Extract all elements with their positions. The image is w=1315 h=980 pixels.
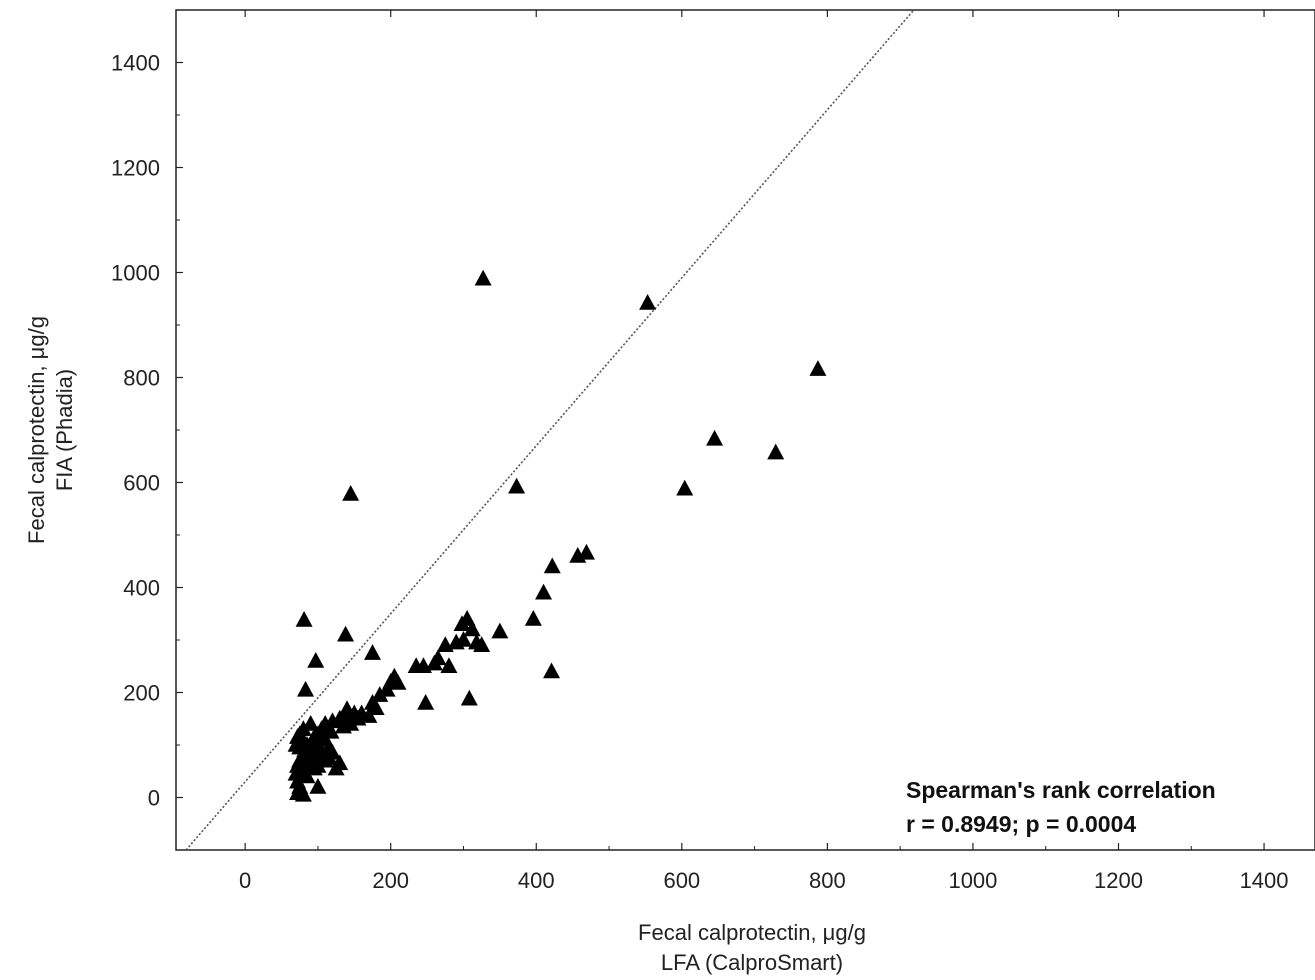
data-point xyxy=(463,620,481,637)
x-tick-label: 200 xyxy=(372,868,409,893)
x-axis: 0 200 400 600 800 1000 1200 1400 xyxy=(239,10,1289,893)
y-tick-label: 1000 xyxy=(111,261,160,286)
data-point xyxy=(300,754,318,771)
data-point xyxy=(767,443,785,460)
data-point xyxy=(414,657,432,673)
data-point xyxy=(676,479,694,496)
data-point xyxy=(425,654,443,671)
data-point xyxy=(349,709,367,726)
data-point xyxy=(297,680,315,697)
data-point xyxy=(440,657,458,673)
data-point xyxy=(543,662,561,679)
data-point xyxy=(320,749,338,765)
data-point xyxy=(535,583,553,600)
data-point xyxy=(417,694,435,710)
y-tick-label: 400 xyxy=(123,576,160,601)
data-point xyxy=(367,699,385,715)
data-point xyxy=(322,722,340,739)
y-tick-label: 0 xyxy=(148,786,160,811)
annotation-title: Spearman's rank correlation xyxy=(906,777,1216,803)
reference-line xyxy=(185,9,915,851)
y-axis: 0 200 400 600 800 1000 1200 1400 xyxy=(111,51,183,811)
data-point xyxy=(543,557,561,574)
y-axis-label-line2: FIA (Phadia) xyxy=(52,369,77,491)
data-point xyxy=(524,610,542,626)
data-point xyxy=(809,360,827,376)
data-point xyxy=(473,636,491,652)
data-point xyxy=(342,715,360,731)
x-tick-label: 1200 xyxy=(1094,868,1143,893)
data-point xyxy=(360,707,378,723)
data-point xyxy=(295,611,313,627)
data-point xyxy=(338,700,356,717)
data-point xyxy=(447,633,465,650)
data-point xyxy=(569,547,587,563)
data-point xyxy=(508,477,526,494)
data-point xyxy=(331,754,349,771)
y-tick-label: 1200 xyxy=(111,156,160,181)
data-point xyxy=(453,615,471,631)
y-tick-label: 200 xyxy=(123,681,160,706)
data-point xyxy=(309,778,327,794)
data-point xyxy=(307,652,325,668)
data-points xyxy=(287,269,827,802)
x-axis-label-line1: Fecal calprotectin, μg/g xyxy=(638,920,866,945)
data-point xyxy=(460,689,478,706)
x-tick-label: 600 xyxy=(663,868,700,893)
data-point xyxy=(294,785,312,802)
x-tick-label: 0 xyxy=(239,868,251,893)
data-point xyxy=(706,429,724,446)
x-tick-label: 800 xyxy=(809,868,846,893)
data-point xyxy=(293,762,311,778)
y-tick-label: 800 xyxy=(123,366,160,391)
data-point xyxy=(337,625,355,642)
data-point xyxy=(491,622,509,639)
data-point xyxy=(310,738,328,755)
y-axis-label-line1: Fecal calprotectin, μg/g xyxy=(24,316,49,544)
data-point xyxy=(436,636,454,652)
data-point xyxy=(289,728,307,744)
data-point xyxy=(364,644,382,660)
x-axis-label-line2: LFA (CalproSmart) xyxy=(661,950,843,975)
reference-line-group xyxy=(185,9,915,851)
data-point xyxy=(474,269,492,286)
data-point xyxy=(389,674,407,690)
x-tick-label: 400 xyxy=(518,868,555,893)
data-point xyxy=(371,686,389,702)
data-point xyxy=(639,293,657,310)
data-point xyxy=(342,485,360,501)
y-tick-label: 1400 xyxy=(111,51,160,76)
x-tick-label: 1000 xyxy=(948,868,997,893)
x-tick-label: 1400 xyxy=(1240,868,1289,893)
annotation-stats: r = 0.8949; p = 0.0004 xyxy=(906,811,1136,837)
y-tick-label: 600 xyxy=(123,471,160,496)
